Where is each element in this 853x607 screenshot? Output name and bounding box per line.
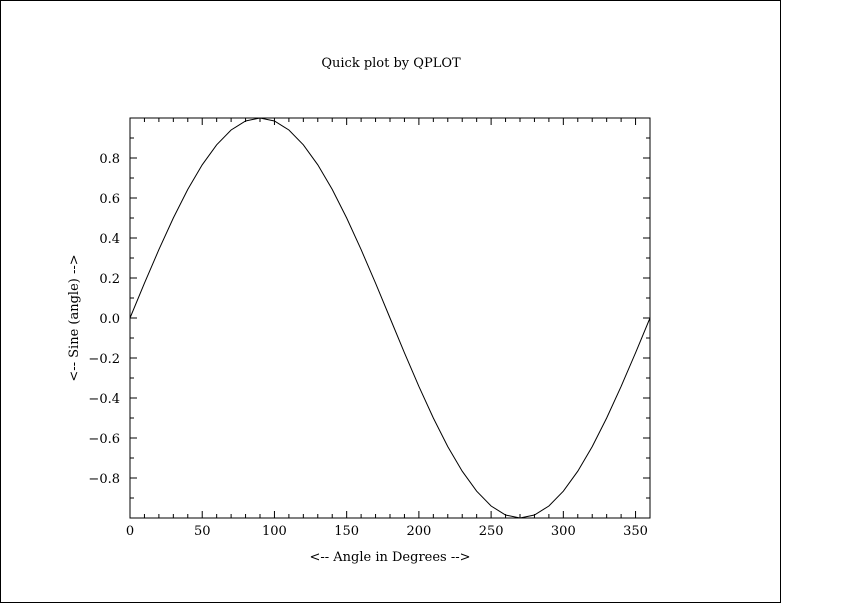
- x-tick-label: 200: [406, 524, 431, 539]
- y-tick-label: 0.2: [99, 272, 120, 287]
- sine-curve: [129, 117, 651, 519]
- x-tick-label: 350: [623, 524, 648, 539]
- x-tick-labels: 0 50 100 150 200 250 300 350: [126, 524, 648, 539]
- x-tick-label: 300: [551, 524, 576, 539]
- y-tick-label: −0.2: [88, 352, 120, 367]
- x-tick-label: 150: [334, 524, 359, 539]
- y-axis-label: <-- Sine (angle) -->: [67, 254, 82, 381]
- y-tick-label: 0.8: [99, 152, 120, 167]
- y-tick-label: 0.0: [99, 312, 120, 327]
- y-tick-labels: −0.8 −0.6 −0.4 −0.2 0.0 0.2 0.4 0.6 0.8: [88, 152, 120, 487]
- y-tick-label: 0.6: [99, 192, 120, 207]
- y-tick-label: −0.4: [88, 392, 120, 407]
- y-tick-label: −0.8: [88, 472, 120, 487]
- y-tick-label: −0.6: [88, 432, 120, 447]
- x-tick-label: 250: [479, 524, 504, 539]
- x-tick-label: 100: [262, 524, 287, 539]
- sine-chart: Quick plot by QPLOT 0 50 100 150 200 250 300 35…: [67, 56, 651, 565]
- y-tick-label: 0.4: [99, 232, 120, 247]
- series: [129, 117, 651, 519]
- x-tick-label: 0: [126, 524, 134, 539]
- x-axis-label: <-- Angle in Degrees -->: [309, 550, 470, 565]
- plot-frame: Quick plot by QPLOT 0 50 100 150 200 250 300 35…: [0, 0, 781, 603]
- x-tick-label: 50: [194, 524, 211, 539]
- chart-title: Quick plot by QPLOT: [321, 56, 461, 71]
